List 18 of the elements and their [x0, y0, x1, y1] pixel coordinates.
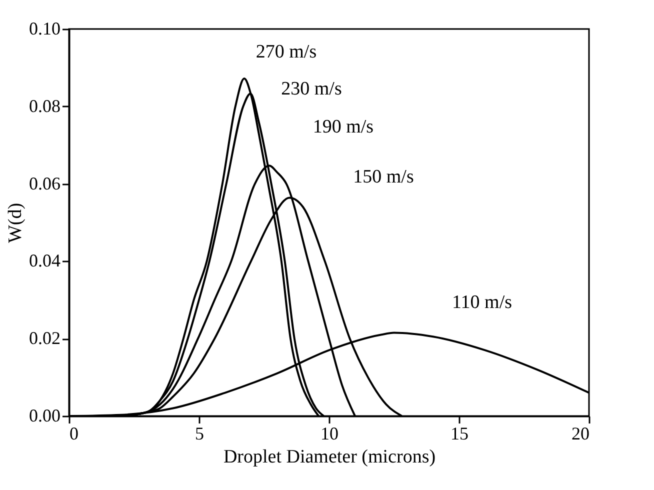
y-tick-label: 0.00: [29, 406, 60, 426]
x-tick-label: 5: [195, 424, 204, 444]
y-axis-title: W(d): [5, 202, 26, 244]
y-tick-label: 0.10: [29, 18, 60, 38]
x-tick-label: 10: [320, 424, 338, 444]
y-tick-label: 0.08: [29, 96, 60, 116]
y-tick-label: 0.06: [29, 173, 60, 194]
x-tick-label: 15: [450, 424, 468, 444]
text: 190 m/s: [312, 116, 374, 138]
y-tick-label: 0.02: [29, 328, 60, 348]
series-label: 110 m/s: [452, 292, 512, 313]
series-label: 270 m/s: [256, 42, 317, 63]
series-label: 230 m/s: [281, 78, 342, 100]
x-tick-label: 0: [70, 424, 78, 444]
y-tick-label: 0.04: [29, 250, 60, 271]
x-tick-label: 20: [572, 424, 590, 444]
x-axis-title: Droplet Diameter (microns): [223, 446, 436, 468]
text: 150 m/s: [353, 166, 414, 188]
